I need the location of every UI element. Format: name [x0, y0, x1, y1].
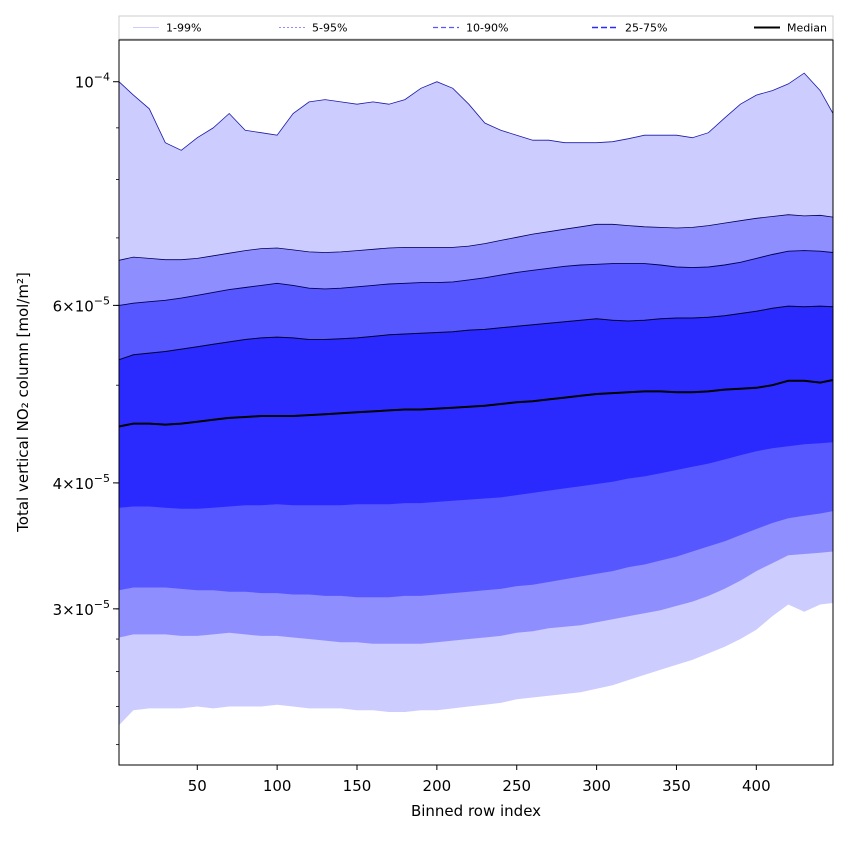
band-25-75% — [119, 306, 833, 509]
legend-label-25-75%: 25-75% — [625, 22, 667, 35]
y-axis-ticks: 3×10−5 4×10−5 6×10−5 10−4 — [53, 71, 119, 746]
x-tick-label-100: 100 — [263, 777, 292, 795]
legend-label-Median: Median — [787, 22, 827, 35]
percentile-bands — [119, 73, 833, 726]
line-p75 — [118, 305, 834, 361]
y-tick-label-1: 4×10−5 — [53, 472, 110, 493]
x-axis-label: Binned row index — [411, 802, 541, 820]
y-tick-label-0: 3×10−5 — [53, 598, 110, 619]
x-tick-label-150: 150 — [343, 777, 372, 795]
median-line — [118, 379, 834, 428]
line-p95 — [118, 214, 834, 261]
legend-label-1-99%: 1-99% — [166, 22, 201, 35]
x-tick-label-300: 300 — [582, 777, 611, 795]
percentile-lines — [118, 72, 834, 428]
legend-label-10-90%: 10-90% — [466, 22, 508, 35]
x-tick-label-250: 250 — [502, 777, 531, 795]
y-tick-label-2: 6×10−5 — [53, 294, 110, 315]
legend-label-5-95%: 5-95% — [312, 22, 347, 35]
legend-box — [118, 15, 834, 40]
y-tick-label-3: 10−4 — [75, 71, 110, 92]
x-tick-label-50: 50 — [188, 777, 207, 795]
y-axis-label: Total vertical NO₂ column [mol/m²] — [14, 272, 32, 533]
plot-area-frame — [118, 39, 834, 766]
line-p90 — [118, 250, 834, 306]
x-tick-label-400: 400 — [742, 777, 771, 795]
x-tick-label-350: 350 — [662, 777, 691, 795]
line-p99 — [118, 72, 834, 151]
x-axis-ticks: 50 100 150 200 250 300 350 400 — [188, 765, 771, 795]
x-tick-label-200: 200 — [423, 777, 452, 795]
legend: 1-99% 5-95% 10-90% 25-75% Median — [118, 15, 834, 40]
